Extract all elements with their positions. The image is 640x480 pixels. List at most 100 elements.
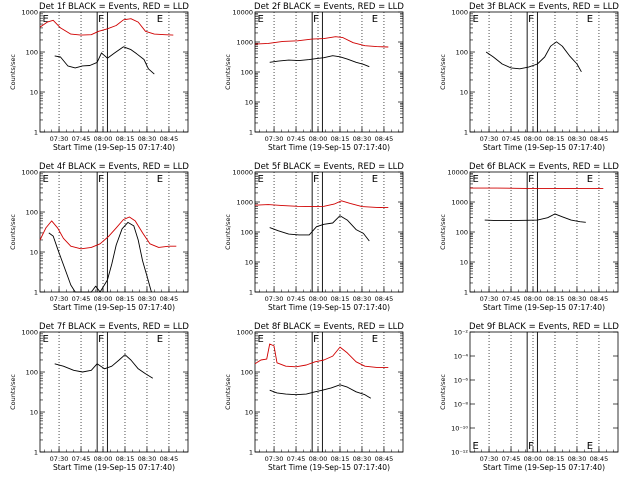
x-tick-label: 08:00: [309, 455, 328, 463]
panel-det-2f: Det 2f BLACK = Events, RED = LLD 1 10 100 10…: [224, 2, 404, 152]
x-tick-label: 07:30: [50, 135, 69, 143]
y-tick-label: 10: [245, 259, 253, 267]
plot-frame: [39, 171, 189, 293]
x-tick-label: 07:30: [265, 455, 284, 463]
x-tick-label: 08:00: [94, 295, 113, 303]
marker-label: E: [42, 334, 48, 345]
x-tick-label: 07:30: [480, 455, 499, 463]
marker-label: E: [157, 334, 163, 345]
marker-label: E: [472, 174, 478, 185]
x-tick-label: 07:45: [72, 135, 91, 143]
y-tick-label: 10: [245, 99, 253, 107]
y-tick-label: 1: [464, 129, 468, 137]
x-tick-label: 08:15: [116, 295, 135, 303]
marker-label: F: [98, 14, 104, 25]
y-tick-label: 1000: [451, 199, 468, 207]
marker-label: E: [257, 334, 263, 345]
y-tick-label: 10000: [447, 169, 468, 177]
marker-label: E: [157, 174, 163, 185]
x-tick-label: 08:15: [331, 295, 350, 303]
x-tick-label: 08:45: [160, 455, 179, 463]
x-tick-label: 08:00: [94, 135, 113, 143]
y-tick-label: 100: [26, 49, 38, 57]
y-tick-label: 10: [460, 89, 468, 97]
x-tick-label: 08:45: [160, 295, 179, 303]
y-tick-label: 10: [460, 259, 468, 267]
panel-det-1f: Det 1f BLACK = Events, RED = LLD 1 10 100 10…: [9, 2, 189, 152]
lld-series-line: [470, 187, 604, 190]
y-tick-label: 1: [249, 449, 253, 457]
panel-det-9f: Det 9f BLACK = Events, RED = LLD 10⁻¹² 10⁻…: [439, 322, 619, 472]
x-axis-label: Start Time (19-Sep-15 07:17:40): [53, 463, 175, 472]
x-tick-label: 07:45: [287, 295, 306, 303]
plot-frame: [254, 331, 404, 453]
marker-label: E: [472, 14, 478, 25]
events-series-line: [54, 354, 154, 379]
y-tick-label: 1000: [236, 199, 253, 207]
plot-frame: [469, 331, 619, 453]
y-axis-label: Counts/sec: [9, 374, 17, 410]
x-axis-label: Start Time (19-Sep-15 07:17:40): [268, 303, 390, 312]
y-tick-label: 1: [34, 289, 38, 297]
panel-det-6f: Det 6f BLACK = Events, RED = LLD 1 10 100 10…: [439, 162, 619, 312]
y-tick-label: 10⁻⁸: [454, 401, 469, 409]
panel-det-8f: Det 8f BLACK = Events, RED = LLD 1 10 100 10…: [224, 322, 404, 472]
y-tick-label: 1000: [21, 9, 38, 17]
marker-label: F: [313, 14, 319, 25]
y-tick-label: 10⁻²: [454, 329, 469, 337]
y-tick-label: 100: [241, 369, 253, 377]
y-tick-label: 10⁻⁶: [454, 377, 469, 385]
marker-label: E: [257, 174, 263, 185]
x-tick-label: 08:30: [568, 295, 587, 303]
x-tick-label: 08:30: [138, 455, 157, 463]
y-tick-label: 1: [464, 289, 468, 297]
y-tick-label: 100: [241, 69, 253, 77]
x-tick-label: 07:45: [502, 455, 521, 463]
x-axis-label: Start Time (19-Sep-15 07:17:40): [483, 303, 605, 312]
x-tick-label: 07:45: [502, 295, 521, 303]
y-tick-label: 10000: [232, 169, 253, 177]
y-tick-label: 100: [456, 49, 468, 57]
marker-label: F: [98, 174, 104, 185]
x-tick-label: 08:00: [524, 295, 543, 303]
panel-det-7f: Det 7f BLACK = Events, RED = LLD 1 10 100 10…: [9, 322, 189, 472]
y-tick-label: 1: [249, 129, 253, 137]
plot-frame: [469, 11, 619, 133]
panel-det-3f: Det 3f BLACK = Events, RED = LLD 1 10 100 10…: [439, 2, 619, 152]
x-tick-label: 07:45: [502, 135, 521, 143]
y-tick-label: 10⁻¹⁰: [451, 425, 468, 433]
panel-title: Det 1f BLACK = Events, RED = LLD: [39, 2, 189, 12]
y-tick-label: 100: [26, 369, 38, 377]
y-tick-label: 1000: [236, 329, 253, 337]
x-tick-label: 08:30: [353, 295, 372, 303]
x-axis-label: Start Time (19-Sep-15 07:17:40): [483, 143, 605, 152]
x-tick-label: 08:30: [138, 295, 157, 303]
y-axis-label: Counts/sec: [439, 54, 447, 90]
y-tick-label: 10: [30, 89, 38, 97]
marker-label: F: [528, 14, 534, 25]
y-tick-label: 1: [249, 289, 253, 297]
x-tick-label: 07:45: [287, 135, 306, 143]
marker-label: F: [528, 174, 534, 185]
panel-title: Det 5f BLACK = Events, RED = LLD: [254, 162, 404, 172]
y-tick-label: 10⁻⁴: [454, 353, 469, 361]
panel-title: Det 9f BLACK = Events, RED = LLD: [469, 322, 619, 332]
plot-frame: [39, 331, 189, 453]
x-tick-label: 08:30: [353, 135, 372, 143]
x-tick-label: 08:30: [568, 135, 587, 143]
x-tick-label: 08:00: [309, 295, 328, 303]
y-tick-label: 1000: [21, 329, 38, 337]
x-tick-label: 08:30: [568, 455, 587, 463]
marker-label: E: [472, 441, 478, 452]
marker-label: F: [528, 441, 534, 452]
plot-frame: [254, 171, 404, 293]
events-series-line: [48, 221, 152, 293]
y-axis-label: Counts/sec: [224, 214, 232, 250]
x-tick-label: 08:15: [546, 295, 565, 303]
events-series-line: [485, 41, 582, 73]
x-tick-label: 07:45: [72, 295, 91, 303]
marker-label: F: [98, 334, 104, 345]
plot-frame: [254, 11, 404, 133]
x-tick-label: 07:45: [72, 455, 91, 463]
